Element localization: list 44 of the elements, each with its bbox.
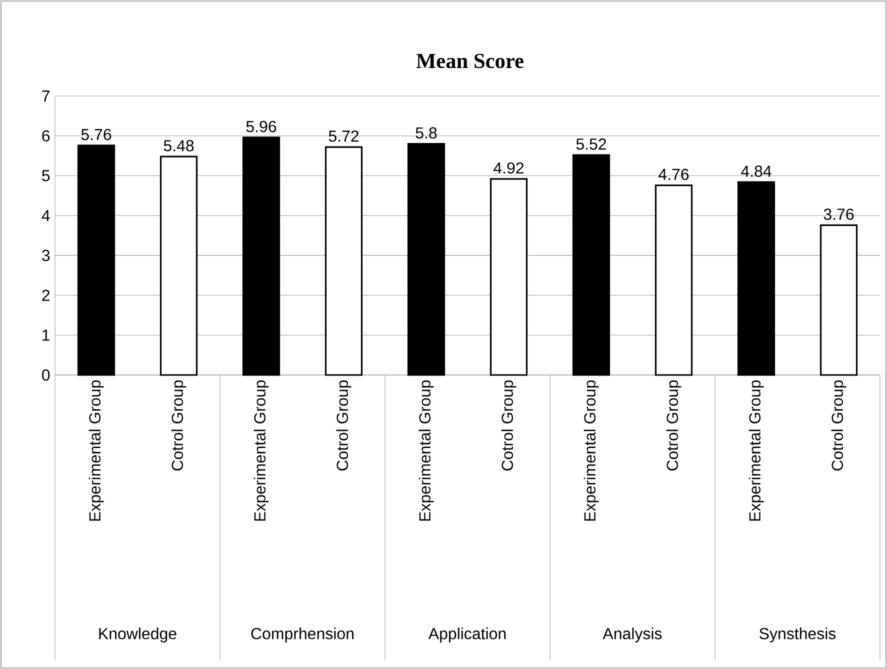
bar (490, 178, 528, 376)
text: Synsthesis (760, 628, 836, 642)
data-label: 4.92 (494, 162, 524, 174)
data-label: 3.76 (824, 208, 854, 220)
bar (572, 154, 610, 376)
data-label: 5.76 (81, 128, 112, 140)
bar (820, 224, 858, 376)
data-label: 5.48 (164, 140, 194, 152)
y-tick-label: 0 (42, 369, 50, 381)
x-tick-label: Experimental Group (418, 380, 434, 521)
x-tick-label: Cotrol Group (831, 380, 846, 470)
y-tick-label: 4 (42, 210, 50, 222)
x-tick-label: Experimental Group (254, 380, 269, 521)
bar (654, 184, 693, 376)
chart-title: Mean Score (416, 54, 524, 68)
x-tick-label: Experimental Group (584, 380, 599, 521)
y-tick-label: 6 (42, 130, 50, 142)
text: Knowledge (99, 628, 176, 642)
y-tick-label: 7 (42, 90, 50, 102)
text: Analysis (602, 628, 662, 642)
x-tick-label: Experimental Group (88, 380, 104, 521)
y-tick-label: 1 (42, 330, 50, 341)
bar (324, 146, 363, 376)
x-tick-label: Experimental Group (748, 380, 764, 521)
data-label: 5.8 (416, 127, 437, 139)
x-tick-label: Cotrol Group (666, 380, 682, 470)
text: Application (428, 628, 506, 642)
bar (160, 156, 198, 376)
data-label: 5.96 (246, 120, 276, 132)
data-label: 5.72 (328, 130, 359, 142)
bar (242, 136, 280, 376)
bar (407, 143, 446, 376)
x-tick-label: Cotrol Group (171, 380, 186, 470)
y-tick-label: 5 (42, 170, 50, 182)
x-tick-label: Cotrol Group (336, 380, 352, 470)
bar (77, 144, 116, 376)
data-label: 4.76 (658, 168, 689, 180)
y-tick-label: 3 (42, 250, 50, 262)
x-tick-label: Cotrol Group (501, 380, 516, 470)
y-tick-label: 2 (42, 290, 50, 301)
data-label: 5.52 (576, 138, 606, 150)
text: Comprhension (251, 628, 354, 642)
bar (737, 181, 776, 376)
data-label: 4.84 (741, 166, 772, 177)
